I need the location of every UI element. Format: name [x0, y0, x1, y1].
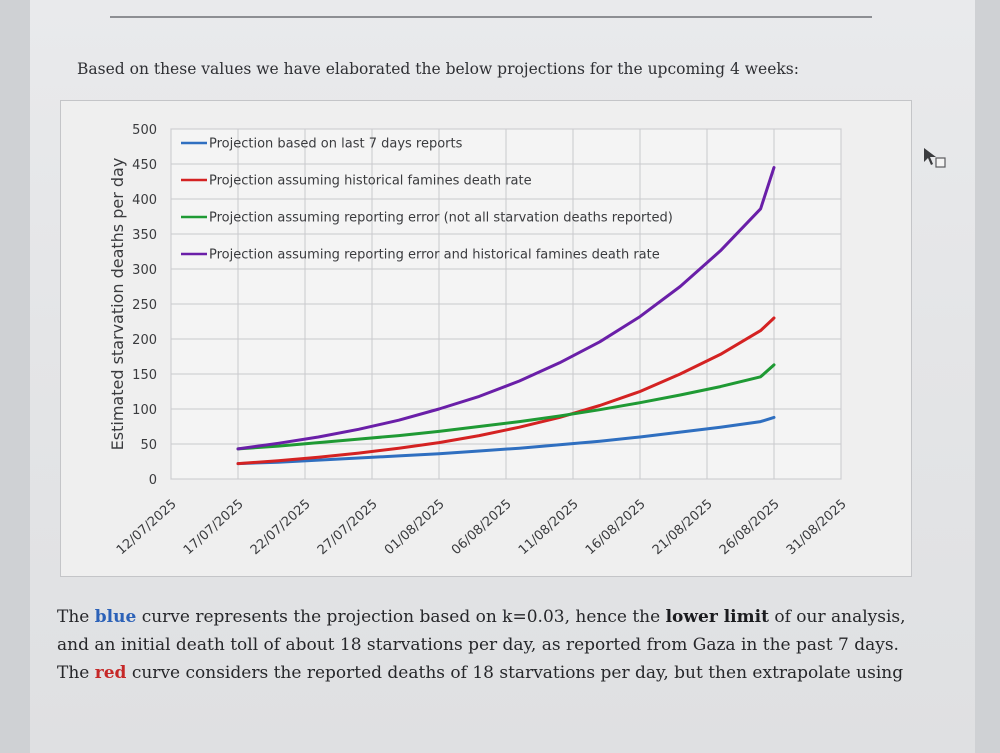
cursor-arrow-icon	[924, 148, 946, 168]
x-tick-label: 11/08/2025	[516, 497, 582, 558]
body-line-1: The blue curve represents the projection…	[57, 603, 917, 631]
x-tick-label: 21/08/2025	[650, 497, 716, 558]
legend-label-3: Projection assuming reporting error (not…	[209, 211, 673, 226]
y-tick-label: 250	[132, 298, 157, 313]
red-keyword: red	[94, 663, 127, 683]
legend-label-4: Projection assuming reporting error and …	[209, 248, 660, 263]
y-tick-label: 350	[132, 228, 157, 243]
body-text-segment: of our analysis,	[768, 607, 906, 627]
body-line-2: and an initial death toll of about 18 st…	[57, 635, 899, 655]
lower-limit-keyword: lower limit	[665, 607, 769, 627]
series-line-4	[236, 166, 776, 451]
series-line-3	[236, 363, 776, 451]
top-divider	[110, 16, 872, 18]
y-tick-label: 0	[149, 473, 157, 488]
y-tick-label: 200	[132, 333, 157, 348]
series-line-1	[236, 415, 776, 466]
body-text-segment: curve represents the projection based on…	[136, 607, 666, 627]
blue-keyword: blue	[94, 607, 137, 627]
x-tick-label: 22/07/2025	[248, 497, 314, 558]
y-tick-label: 150	[132, 368, 157, 383]
series-line-2	[236, 316, 776, 466]
legend-label-1: Projection based on last 7 days reports	[209, 137, 463, 152]
x-tick-label: 06/08/2025	[449, 497, 515, 558]
chart-frame: 0 50 100 150 200 250 300 350 400 450 500 12/07/2025…	[60, 100, 912, 577]
x-tick-label: 31/08/2025	[784, 497, 850, 558]
y-tick-label: 500	[132, 123, 157, 138]
y-tick-label: 450	[132, 158, 157, 173]
x-tick-label: 16/08/2025	[583, 497, 649, 558]
x-tick-label: 01/08/2025	[382, 497, 448, 558]
x-tick-label: 26/08/2025	[717, 497, 783, 558]
body-line-3: The red curve considers the reported dea…	[57, 659, 917, 687]
body-text-segment: curve considers the reported deaths of 1…	[126, 663, 904, 683]
y-tick-label: 400	[132, 193, 157, 208]
y-tick-label: 100	[132, 403, 157, 418]
y-axis-title: Estimated starvation deaths per day	[108, 158, 127, 451]
x-tick-label: 17/07/2025	[181, 497, 247, 558]
body-paragraph: The blue curve represents the projection…	[57, 603, 917, 687]
y-tick-label: 300	[132, 263, 157, 278]
chart: 0 50 100 150 200 250 300 350 400 450 500 12/07/2025…	[108, 123, 850, 558]
body-text-segment: The	[57, 663, 95, 683]
x-tick-label: 27/07/2025	[315, 497, 381, 558]
intro-paragraph: Based on these values we have elaborated…	[77, 60, 799, 78]
x-tick-label: 12/07/2025	[114, 497, 180, 558]
y-tick-label: 50	[140, 438, 157, 453]
legend-label-2: Projection assuming historical famines d…	[209, 174, 532, 189]
body-text-segment: The	[57, 607, 95, 627]
